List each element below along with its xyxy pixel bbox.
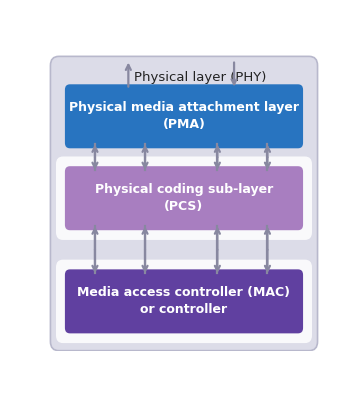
Text: Media access controller (MAC)
or controller: Media access controller (MAC) or control…: [78, 286, 290, 316]
FancyBboxPatch shape: [50, 56, 318, 351]
FancyBboxPatch shape: [56, 156, 312, 240]
Text: Physical coding sub-layer
(PCS): Physical coding sub-layer (PCS): [95, 183, 273, 213]
FancyBboxPatch shape: [65, 269, 303, 333]
FancyBboxPatch shape: [56, 260, 312, 343]
Text: Physical layer (PHY): Physical layer (PHY): [135, 71, 267, 84]
FancyBboxPatch shape: [65, 84, 303, 148]
Text: Physical media attachment layer
(PMA): Physical media attachment layer (PMA): [69, 101, 299, 131]
FancyBboxPatch shape: [65, 166, 303, 230]
